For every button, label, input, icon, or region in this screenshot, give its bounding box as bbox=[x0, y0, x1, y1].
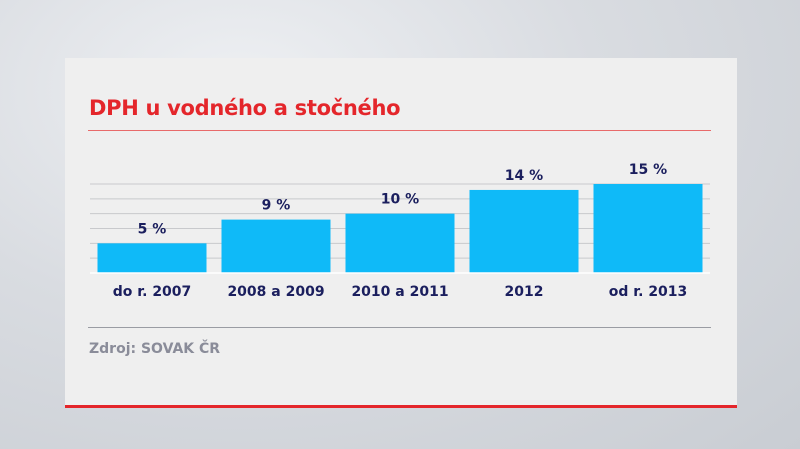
data-label: 9 % bbox=[262, 198, 291, 214]
bar bbox=[593, 184, 703, 273]
source-note: Zdroj: SOVAK ČR bbox=[89, 341, 221, 357]
data-label: 15 % bbox=[629, 162, 667, 178]
bar bbox=[221, 219, 331, 273]
title-divider bbox=[88, 130, 711, 131]
x-tick-label: 2008 a 2009 bbox=[227, 284, 324, 300]
x-tick-label: do r. 2007 bbox=[113, 284, 192, 300]
bar bbox=[345, 213, 455, 273]
bar bbox=[469, 189, 579, 273]
bar bbox=[97, 243, 207, 273]
data-label: 10 % bbox=[381, 192, 419, 208]
footer-divider bbox=[88, 327, 711, 328]
x-tick-label: od r. 2013 bbox=[609, 284, 688, 300]
data-label: 5 % bbox=[138, 221, 167, 237]
data-label: 14 % bbox=[505, 168, 543, 184]
chart-title: DPH u vodného a stočného bbox=[89, 96, 401, 120]
x-tick-label: 2010 a 2011 bbox=[351, 284, 448, 300]
x-tick-label: 2012 bbox=[505, 284, 544, 300]
